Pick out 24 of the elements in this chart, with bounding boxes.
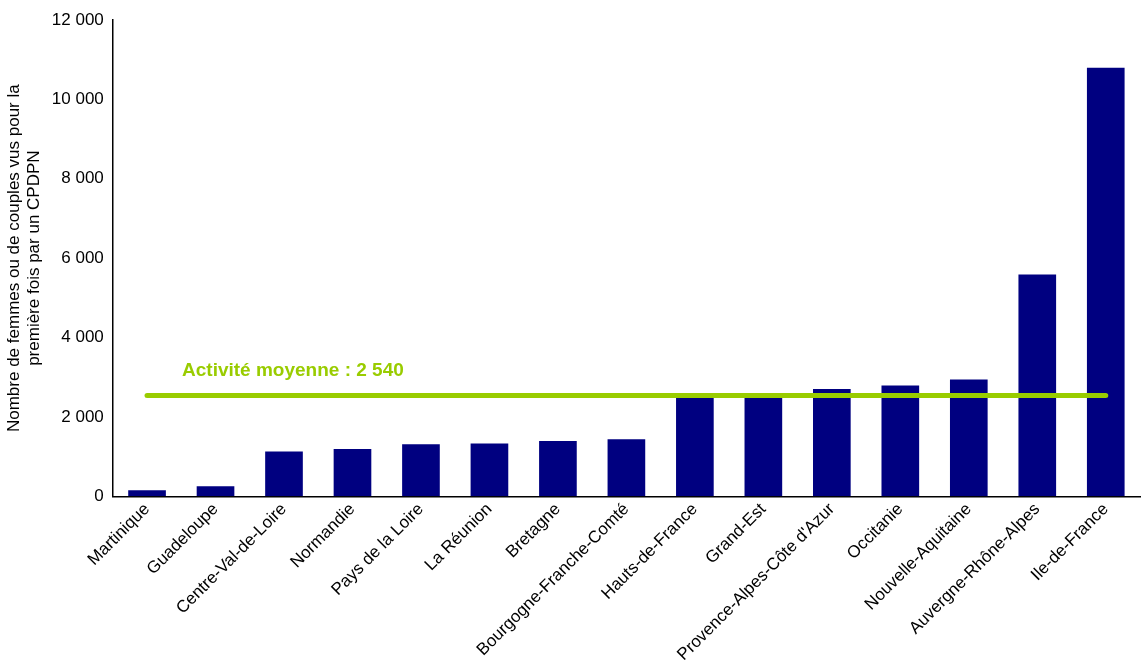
y-tick-label: 2 000 (61, 406, 104, 426)
y-tick-label: 6 000 (61, 247, 104, 267)
bar (539, 441, 577, 497)
y-tick-label: 0 (94, 485, 104, 505)
ref-line-label: Activité moyenne : 2 540 (182, 359, 404, 381)
y-tick-label: 12 000 (51, 9, 104, 29)
y-tick-label: 10 000 (51, 89, 104, 109)
bar (470, 443, 509, 497)
bar (196, 486, 235, 497)
bar (333, 449, 372, 497)
bar (1018, 274, 1057, 497)
bar (813, 389, 851, 497)
bar (676, 395, 714, 497)
y-tick-label: 4 000 (61, 327, 104, 347)
bar (128, 490, 166, 497)
bar (607, 439, 646, 497)
bar (744, 395, 783, 497)
bar (402, 444, 440, 497)
bar (949, 379, 988, 497)
bar (1086, 67, 1125, 497)
bar (881, 385, 920, 497)
y-tick-label: 8 000 (61, 168, 104, 188)
bar (265, 451, 303, 497)
y-axis-title: Nombre de femmes ou de couples vus pour la première fois par un CPDPN (3, 83, 44, 433)
